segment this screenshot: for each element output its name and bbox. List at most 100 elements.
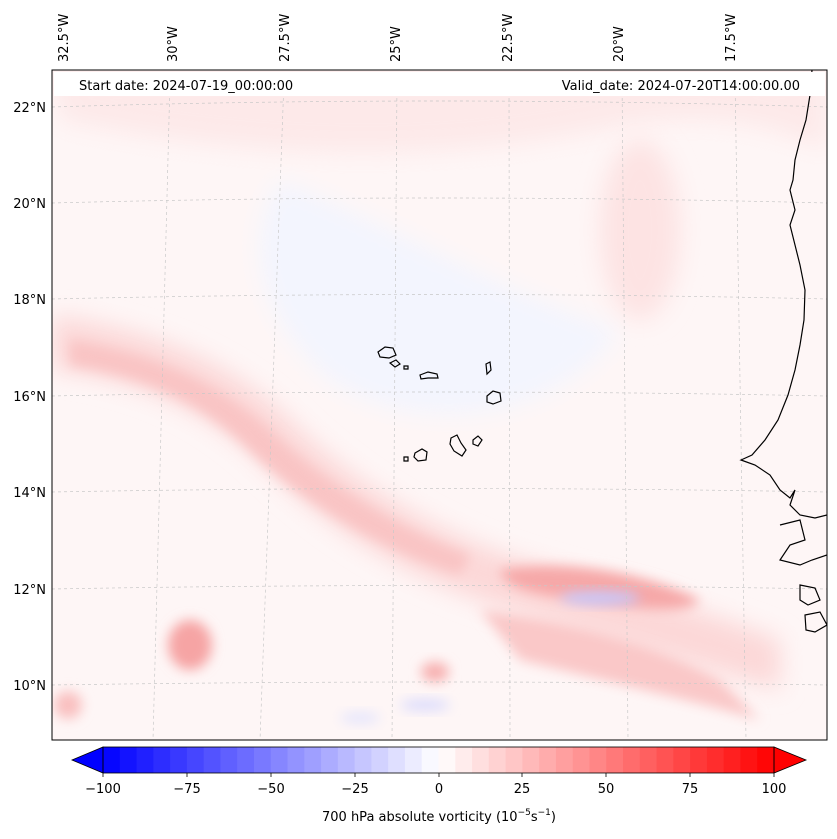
colorbar-cell [706,747,725,773]
vorticity-field [52,70,827,724]
colorbar-frame [102,746,775,774]
meridian-27-5w [259,79,285,740]
colorbar-cell [639,747,658,773]
lon-label-25w: 25°W [389,26,404,62]
parallel-18n [52,294,827,300]
parallel-16n [52,391,827,397]
colorbar-cell [186,747,205,773]
colorbar-cell [287,747,305,773]
colorbar-cell [304,747,322,773]
colorbar-cell [656,747,674,773]
colorbar-cell [119,747,138,773]
meridian-22-5w [508,79,511,740]
lat-label-10n: 10°N [13,679,46,694]
map-panel: Start date: 2024-07-19_00:00:00 Valid_da… [51,69,828,741]
vorticity-min-southcenter [340,712,380,724]
colorbar-cell [589,747,607,773]
island-brava [403,456,409,462]
island-maio [472,435,483,447]
meridian-30w [152,79,171,740]
colorbar-cell [539,747,557,773]
colorbar-tick-label: −50 [257,782,284,797]
valid-date-label: Valid_date: 2024-07-20T14:00:00.00 [562,79,800,94]
colorbar-cell [488,747,507,773]
africa-coastline [739,70,827,633]
lon-label-30w: 30°W [166,26,181,62]
longitude-labels: 32.5°W 30°W 27.5°W 25°W 22.5°W 20°W 17.5… [57,14,739,62]
island-boa-vista [486,390,502,405]
colorbar-tick-label: 0 [435,782,443,797]
island-santiago [449,434,467,457]
colorbar-cell [270,747,289,773]
colorbar-cell [572,747,591,773]
colorbar-cell [472,747,490,773]
colorbar-cell [404,747,423,773]
lat-label-20n: 20°N [13,197,46,212]
vorticity-min-south [400,699,450,711]
lat-label-18n: 18°N [13,293,46,308]
colorbar-tick-label: 25 [514,782,531,797]
colorbar-cell [371,747,389,773]
positive-band-core [70,340,470,575]
colorbar-tick-labels: −100 −75 −50 −25 0 25 50 75 100 [85,782,786,797]
colorbar-label: 700 hPa absolute vorticity (10−5s−1) [322,808,556,825]
meridian-17-5w [734,79,747,740]
colorbar-label-text: 700 hPa absolute vorticity (10 [322,810,518,825]
meridian-25w [391,79,398,740]
colorbar-cell [723,747,742,773]
colorbar-label-exp2: −1 [538,808,551,818]
island-fogo [413,448,428,462]
colorbar-cell [203,747,222,773]
colorbar-cell [103,747,121,773]
colorbar-cell [337,747,356,773]
colorbar-cell [455,747,473,773]
colorbar-cell [438,747,456,773]
parallel-10n [52,681,827,686]
meridian-20w [621,79,629,740]
colorbar-ticks [102,773,775,777]
colorbar-tick-label: 75 [682,782,699,797]
colorbar-cell [354,747,373,773]
meridian-32-5w [52,80,53,127]
colorbar-cell [220,747,238,773]
colorbar-cell [153,747,171,773]
colorbar-cell [690,747,708,773]
colorbar-cell [170,747,188,773]
vorticity-max-south [421,662,449,682]
colorbar-tick-label: −75 [173,782,200,797]
colorbar-max-extension [773,746,808,774]
parallel-12n [52,585,827,590]
colorbar-cell [623,747,641,773]
date-label-background [54,72,825,96]
parallel-14n [52,488,827,493]
colorbar-label-exp1: −5 [518,808,531,818]
colorbar-cell [421,747,440,773]
island-santa-luzia [403,365,409,370]
colorbar-cell [606,747,624,773]
lat-label-14n: 14°N [13,486,46,501]
colorbar-cell [757,747,775,773]
positive-band-south [480,610,760,720]
coastlines [377,70,827,633]
island-santo-antao [377,346,397,359]
lat-label-22n: 22°N [13,101,46,116]
vorticity-max-southwest [54,691,82,719]
colorbar-tick-label: 100 [762,782,787,797]
parallel-22n [52,100,827,108]
vorticity-min-east [560,591,640,605]
start-date-label: Start date: 2024-07-19_00:00:00 [79,79,293,94]
colorbar-cell [740,747,758,773]
negative-region-center [259,180,620,415]
colorbar-tick-label: −25 [341,782,368,797]
graticule [52,79,827,740]
colorbar-cell [388,747,406,773]
island-sal [485,361,492,376]
colorbar-tick-label: −100 [85,782,121,797]
colorbar-label-close: ) [551,810,556,825]
island-sao-vicente [388,359,401,368]
colorbar-cell [505,747,523,773]
lon-label-32-5w: 32.5°W [57,14,72,62]
vorticity-max-east [500,566,700,610]
colorbar-cell [673,747,691,773]
